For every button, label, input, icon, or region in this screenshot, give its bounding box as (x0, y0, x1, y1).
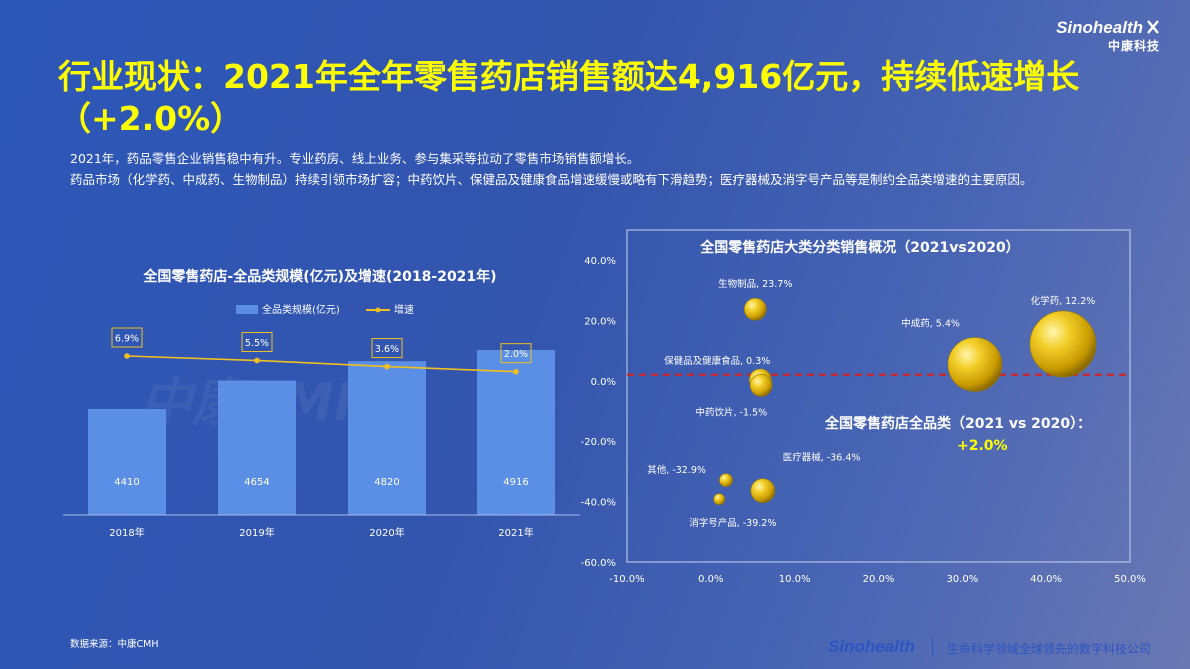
bar-value-label-3: 4916 (503, 477, 528, 488)
y-tick-label-5: -60.0% (581, 558, 616, 569)
bubble-chart-title: 全国零售药店大类分类销售概况（2021vs2020） (699, 239, 1019, 256)
bubble-2 (947, 337, 1003, 392)
bubble-plot-frame (626, 229, 1131, 563)
x-tick-label-2: 10.0% (779, 574, 811, 585)
bubble-label-6: 医疗器械, -36.4% (783, 452, 861, 464)
bar-2 (348, 361, 426, 515)
y-tick-label-4: -40.0% (581, 498, 616, 509)
growth-point-1 (254, 357, 260, 364)
x-tick-label-2: 2020年 (369, 526, 404, 539)
x-tick-label-5: 40.0% (1030, 574, 1062, 585)
growth-label-box-0 (111, 327, 143, 348)
footer-divider (932, 638, 933, 656)
description: 2021年，药品零售企业销售稳中有升。专业药房、线上业务、参与集采等拉动了零售市… (70, 148, 1090, 190)
data-source: 数据来源：中康CMH (70, 639, 159, 650)
bubble-1 (1029, 310, 1097, 378)
annotation-value: +2.0% (957, 438, 1008, 454)
growth-line (126, 355, 517, 373)
bar-value-label-1: 4654 (244, 477, 269, 488)
legend-line-marker (375, 307, 381, 313)
bar-chart-title: 全国零售药店-全品类规模(亿元)及增速(2018-2021年) (142, 268, 496, 285)
x-tick-label-3: 20.0% (863, 574, 895, 585)
y-tick-label-2: 0.0% (591, 377, 616, 388)
x-tick-label-0: -10.0% (609, 574, 644, 585)
bubble-0 (743, 297, 767, 321)
bubble-label-7: 消字号产品, -39.2% (689, 517, 776, 529)
logo-name: Sinohealth (1056, 18, 1143, 37)
bubble-label-5: 其他, -32.9% (647, 464, 706, 476)
logo-cn: 中康科技 (1107, 39, 1160, 53)
description-line-1: 2021年，药品零售企业销售稳中有升。专业药房、线上业务、参与集采等拉动了零售市… (70, 151, 640, 166)
page-title: 行业现状：2021年全年零售药店销售额达4,916亿元，持续低速增长（+2.0%… (58, 57, 1080, 138)
growth-label-2: 3.6% (375, 344, 399, 355)
legend-line-label: 增速 (394, 303, 414, 316)
x-tick-label-6: 50.0% (1114, 574, 1146, 585)
bubble-label-2: 中成药, 5.4% (901, 317, 960, 329)
bar-1 (218, 380, 296, 515)
company-logo: Sinohealth 中康科技 (1056, 18, 1160, 54)
bubble-label-3: 保健品及健康食品, 0.3% (664, 355, 770, 367)
bar-3 (477, 350, 555, 515)
bar-0 (88, 408, 166, 515)
growth-point-2 (384, 363, 390, 370)
growth-point-3 (513, 368, 519, 375)
growth-point-0 (124, 353, 130, 359)
growth-label-3: 2.0% (504, 349, 528, 360)
growth-label-0: 6.9% (115, 334, 139, 345)
x-tick-label-1: 0.0% (698, 574, 723, 585)
bar-value-label-2: 4820 (374, 477, 399, 488)
logo-mark-icon (1147, 20, 1159, 34)
bubble-5 (719, 473, 733, 487)
bar-line-chart: 中康CMH 全国零售药店-全品类规模(亿元)及增速(2018-2021年) 全品… (63, 268, 580, 539)
bubble-7 (713, 493, 726, 505)
description-line-2: 药品市场（化学药、中成药、生物制品）持续引领市场扩容；中药饮片、保健品及健康食品… (70, 172, 1033, 187)
footer-brand: Sinohealth (828, 637, 915, 656)
y-tick-label-1: 20.0% (584, 316, 616, 327)
footer-slogan: 生命科学领域全球领先的数字科技公司 (947, 642, 1152, 656)
y-tick-label-3: -20.0% (581, 437, 616, 448)
x-tick-label-0: 2018年 (109, 526, 144, 539)
annotation-title: 全国零售药店全品类（2021 vs 2020）： (824, 415, 1091, 432)
x-tick-label-1: 2019年 (239, 526, 274, 539)
x-tick-label-4: 30.0% (946, 574, 978, 585)
bubble-label-1: 化学药, 12.2% (1031, 295, 1096, 307)
y-tick-label-0: 40.0% (584, 256, 616, 267)
bar-layer: 4410 2018年 4654 2019年 4820 2020年 4916 2021年 6.9%… (88, 327, 555, 539)
bar-chart-legend: 全品类规模(亿元) 增速 (236, 303, 414, 316)
growth-label-1: 5.5% (245, 338, 269, 349)
bubble-label-0: 生物制品, 23.7% (718, 278, 792, 290)
bubble-6 (750, 478, 776, 504)
bar-value-label-0: 4410 (114, 477, 139, 488)
growth-label-box-3 (500, 343, 532, 364)
x-tick-label-3: 2021年 (498, 526, 533, 539)
bubble-label-4: 中药饮片, -1.5% (696, 406, 768, 418)
bubble-layer: -10.0% 0.0% 10.0% 20.0% 30.0% 40.0% 50.0% 40.0%… (581, 256, 1146, 585)
legend-bar-swatch (236, 305, 258, 314)
legend-bar-label: 全品类规模(亿元) (262, 303, 340, 316)
growth-label-box-1 (241, 331, 273, 352)
bubble-4 (749, 374, 773, 397)
growth-label-box-2 (371, 338, 403, 359)
